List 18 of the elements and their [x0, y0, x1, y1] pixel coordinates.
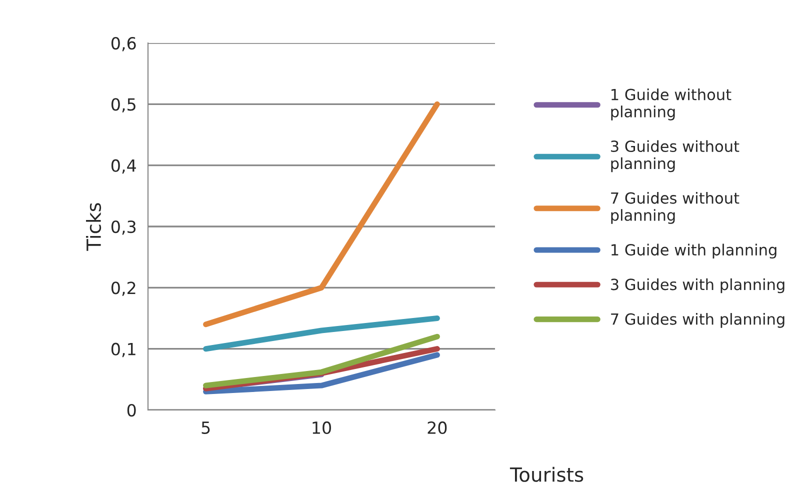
legend-label: 3 Guides without planning — [611, 140, 740, 172]
y-tick-label: 0,2 — [111, 282, 136, 296]
legend-label: 7 Guides with planning — [611, 313, 784, 328]
y-tick-label: 0,4 — [111, 159, 136, 174]
x-tick-label: 10 — [312, 421, 331, 434]
legend-label: 7 Guides without planning — [611, 192, 740, 224]
legend-label: 3 Guides with planning — [611, 278, 784, 294]
y-axis-title: Ticks — [86, 203, 102, 251]
y-tick-label: 0,1 — [111, 342, 136, 358]
y-tick-label: 0 — [127, 404, 136, 417]
x-tick-label: 20 — [428, 421, 447, 434]
x-axis-title: Tourists — [510, 466, 584, 482]
legend-label: 1 Guide with planning — [612, 244, 776, 259]
x-tick-label: 5 — [202, 422, 210, 434]
y-tick-label: 0,6 — [111, 36, 136, 52]
y-tick-label: 0,5 — [111, 98, 136, 112]
legend-label: 1 Guide without planning — [611, 88, 732, 120]
y-tick-label: 0,3 — [111, 220, 136, 235]
